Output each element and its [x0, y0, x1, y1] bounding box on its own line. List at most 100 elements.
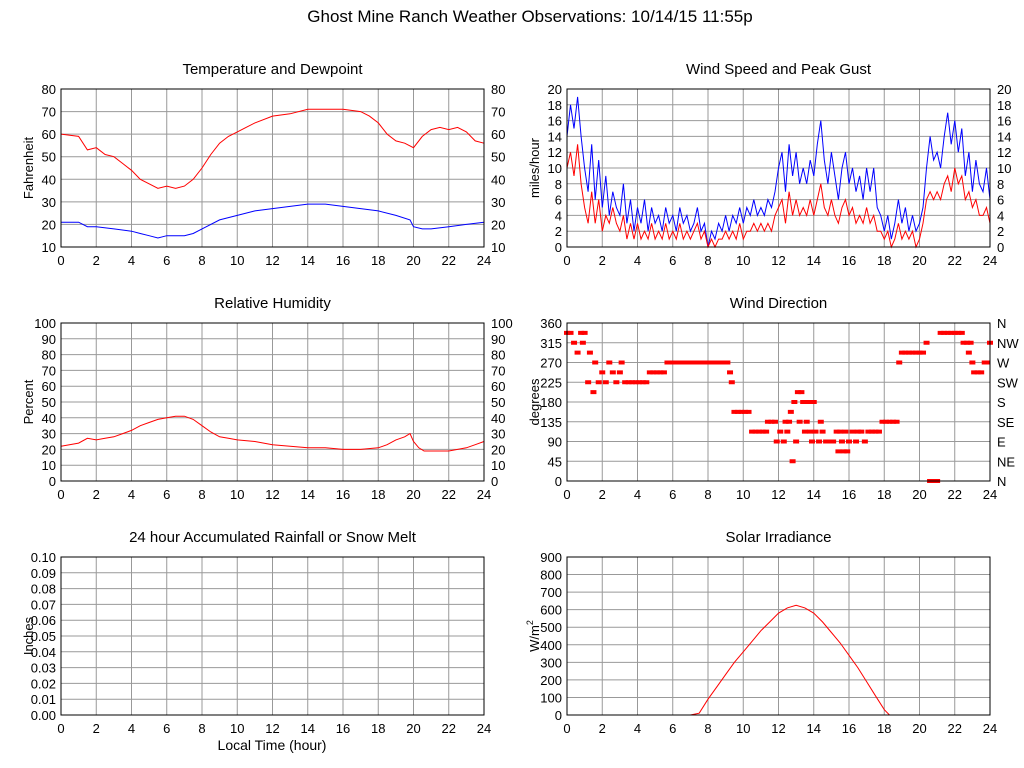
y-tick-label: 60	[42, 379, 56, 394]
direction-point	[971, 370, 978, 375]
y-tick-label: 50	[42, 395, 56, 410]
right-tick-label: 12	[997, 145, 1011, 160]
direction-point	[731, 409, 738, 414]
y-tick-label: 20	[42, 442, 56, 457]
x-tick-label: 0	[563, 721, 570, 736]
direction-point	[616, 370, 623, 375]
direction-point	[782, 419, 789, 424]
chart-title: Solar Irradiance	[726, 529, 832, 546]
direction-point	[653, 370, 660, 375]
y-axis-label: miles/hour	[527, 137, 542, 198]
x-tick-label: 2	[93, 721, 100, 736]
x-tick-label: 18	[371, 721, 385, 736]
y-tick-label: 70	[42, 105, 56, 120]
right-tick-label: SE	[997, 415, 1015, 430]
y-tick-label: 500	[540, 620, 562, 635]
direction-point	[833, 429, 840, 434]
x-tick-label: 10	[230, 253, 244, 268]
direction-point	[632, 380, 639, 385]
x-tick-label: 16	[842, 253, 856, 268]
y-tick-label: 225	[540, 375, 562, 390]
x-tick-label: 14	[807, 253, 821, 268]
direction-point	[771, 419, 778, 424]
right-tick-label: W	[997, 356, 1010, 371]
y-tick-label: 360	[540, 316, 562, 331]
direction-point	[849, 429, 856, 434]
x-tick-label: 18	[877, 253, 891, 268]
x-tick-label: 4	[634, 487, 641, 502]
direction-point	[590, 390, 597, 395]
x-tick-label: 8	[198, 253, 205, 268]
direction-point	[745, 409, 752, 414]
direction-point	[858, 429, 865, 434]
direction-point	[578, 330, 585, 335]
direction-point	[805, 400, 812, 404]
x-tick-label: 14	[301, 487, 315, 502]
right-tick-label: 16	[997, 114, 1011, 129]
direction-point	[664, 360, 671, 365]
direction-point	[787, 409, 794, 414]
x-tick-label: 20	[406, 721, 420, 736]
right-tick-label: 50	[491, 395, 505, 410]
direction-point	[835, 449, 842, 454]
direction-point	[592, 360, 599, 365]
right-tick-label: 80	[491, 348, 505, 363]
right-tick-label: S	[997, 395, 1006, 410]
direction-point	[967, 340, 974, 345]
x-tick-label: 22	[442, 721, 456, 736]
direction-point	[685, 360, 692, 365]
x-tick-label: 20	[406, 487, 420, 502]
direction-point	[777, 429, 784, 434]
x-tick-label: 16	[336, 721, 350, 736]
x-tick-label: 16	[336, 253, 350, 268]
direction-point	[689, 360, 696, 365]
y-tick-label: 100	[540, 690, 562, 705]
direction-point	[599, 370, 606, 375]
direction-point	[984, 360, 991, 365]
direction-point	[724, 360, 731, 365]
direction-point	[606, 360, 613, 365]
y-tick-label: 800	[540, 568, 562, 583]
direction-point	[574, 350, 581, 355]
direction-point	[965, 350, 972, 355]
y-tick-label: 135	[540, 415, 562, 430]
direction-point	[646, 370, 653, 375]
y-tick-label: 180	[540, 395, 562, 410]
x-tick-label: 6	[163, 721, 170, 736]
x-tick-label: 8	[704, 721, 711, 736]
right-tick-label: 60	[491, 379, 505, 394]
direction-point	[660, 370, 667, 375]
x-tick-label: 20	[912, 487, 926, 502]
x-tick-label: 14	[301, 721, 315, 736]
x-tick-label: 14	[301, 253, 315, 268]
right-tick-label: NW	[997, 336, 1019, 351]
right-tick-label: 10	[491, 240, 505, 255]
x-tick-label: 22	[948, 487, 962, 502]
direction-point	[912, 350, 919, 355]
x-tick-label: 12	[771, 721, 785, 736]
right-tick-label: 20	[997, 82, 1011, 97]
y-tick-label: 10	[42, 458, 56, 473]
x-tick-label: 6	[669, 721, 676, 736]
direction-point	[789, 459, 796, 464]
direction-point	[579, 340, 586, 345]
y-tick-label: 8	[555, 177, 562, 192]
y-tick-label: 0	[555, 240, 562, 255]
x-tick-label: 12	[265, 253, 279, 268]
x-axis-label: Local Time (hour)	[218, 737, 327, 753]
right-tick-label: 0	[997, 240, 1004, 255]
y-tick-label: 0	[555, 708, 562, 723]
y-tick-label: 45	[548, 454, 562, 469]
plot-frame	[566, 322, 991, 482]
direction-point	[585, 380, 592, 385]
direction-point	[951, 330, 958, 335]
right-tick-label: 8	[997, 177, 1004, 192]
series-line-0	[60, 415, 485, 452]
plot-frame	[566, 556, 991, 716]
direction-point	[960, 340, 967, 345]
direction-point	[622, 380, 629, 385]
direction-point	[796, 419, 803, 424]
direction-point	[717, 360, 724, 365]
